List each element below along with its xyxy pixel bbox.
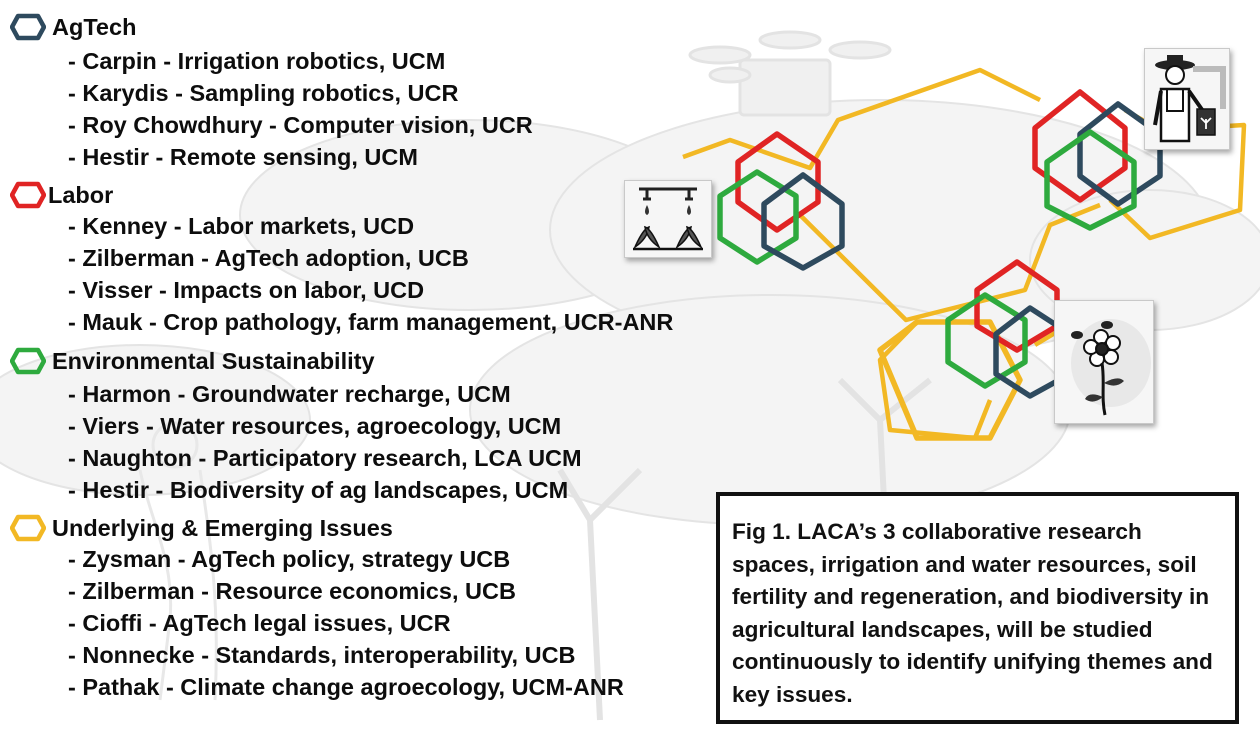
hexagon-icon	[10, 13, 46, 41]
group-title: Labor	[48, 181, 114, 208]
hexagon-environment	[717, 169, 799, 265]
list-item: - Kenney - Labor markets, UCD	[68, 213, 415, 239]
group-header: Labor	[10, 178, 113, 212]
group-title: Environmental Sustainability	[52, 347, 375, 374]
hexagon-labor	[735, 131, 821, 233]
group-title: Underlying & Emerging Issues	[52, 514, 393, 541]
figure-caption: Fig 1. LACA’s 3 collaborative research s…	[732, 519, 1213, 707]
flower-bee-icon	[1054, 300, 1154, 424]
figure-caption-box: Fig 1. LACA’s 3 collaborative research s…	[716, 492, 1239, 724]
group-agtech: AgTech - Carpin - Irrigation robotics, U…	[0, 10, 760, 170]
hexagon-agtech	[1077, 101, 1163, 207]
group-header: Underlying & Emerging Issues	[10, 511, 393, 545]
group-header: Environmental Sustainability	[10, 344, 375, 378]
list-item: - Zilberman - AgTech adoption, UCB	[68, 245, 469, 271]
list-item: - Karydis - Sampling robotics, UCR	[68, 80, 459, 106]
list-item: - Zysman - AgTech policy, strategy UCB	[68, 546, 511, 572]
hexagon-icon	[10, 181, 46, 209]
list-item: - Carpin - Irrigation robotics, UCM	[68, 48, 446, 74]
list-item: - Visser - Impacts on labor, UCD	[68, 277, 425, 303]
list-item: - Hestir - Biodiversity of ag landscapes…	[68, 477, 569, 503]
group-underlying-emerging-issues: Underlying & Emerging Issues - Zysman - …	[0, 511, 760, 706]
list-item: - Nonnecke - Standards, interoperability…	[68, 642, 576, 668]
hexagon-labor	[1032, 89, 1128, 203]
hexagon-icon	[10, 347, 46, 375]
list-item: - Viers - Water resources, agroecology, …	[68, 413, 562, 439]
research-areas-legend: AgTech - Carpin - Irrigation robotics, U…	[0, 10, 760, 706]
hexagon-agtech	[761, 172, 845, 271]
list-item: - Roy Chowdhury - Computer vision, UCR	[68, 112, 533, 138]
group-title: AgTech	[52, 13, 137, 40]
list-item: - Cioffi - AgTech legal issues, UCR	[68, 610, 451, 636]
hexagon-underlying	[877, 319, 1023, 441]
group-header: AgTech	[10, 10, 136, 44]
irrigation-icon	[624, 180, 712, 258]
hexagon-cluster-irrigation	[717, 131, 845, 271]
hexagon-environment	[1044, 129, 1137, 231]
list-item: - Mauk - Crop pathology, farm management…	[68, 309, 674, 335]
hexagon-cluster-biodiversity	[877, 259, 1073, 441]
group-environmental-sustainability: Environmental Sustainability - Harmon - …	[0, 344, 760, 504]
list-item: - Harmon - Groundwater recharge, UCM	[68, 381, 511, 407]
list-item: - Hestir - Remote sensing, UCM	[68, 144, 418, 170]
hexagon-environment	[945, 292, 1028, 389]
list-item: - Naughton - Participatory research, LCA…	[68, 445, 582, 471]
list-item: - Zilberman - Resource economics, UCB	[68, 578, 516, 604]
list-item: - Pathak - Climate change agroecology, U…	[68, 674, 624, 700]
farmer-icon	[1144, 48, 1230, 150]
hexagon-cluster-farmer	[1032, 89, 1163, 231]
hexagon-icon	[10, 514, 46, 542]
group-labor: Labor - Kenney - Labor markets, UCD - Zi…	[0, 178, 760, 338]
